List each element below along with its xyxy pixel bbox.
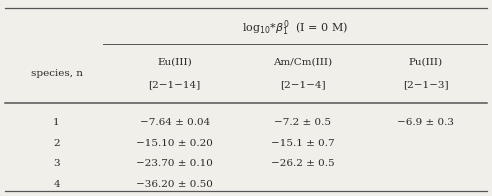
Text: log$_{10}$*$\beta^{0}_{1}$  (I = 0 M): log$_{10}$*$\beta^{0}_{1}$ (I = 0 M) <box>242 19 348 38</box>
Text: −26.2 ± 0.5: −26.2 ± 0.5 <box>271 159 335 168</box>
Text: Pu(III): Pu(III) <box>408 57 443 66</box>
Text: [2−1−3]: [2−1−3] <box>403 81 448 90</box>
Text: Eu(III): Eu(III) <box>157 57 192 66</box>
Text: Am/Cm(III): Am/Cm(III) <box>273 57 332 66</box>
Text: [2−1−14]: [2−1−14] <box>149 81 201 90</box>
Text: 4: 4 <box>53 180 60 189</box>
Text: −7.2 ± 0.5: −7.2 ± 0.5 <box>274 118 331 127</box>
Text: −15.1 ± 0.7: −15.1 ± 0.7 <box>271 139 335 148</box>
Text: −7.64 ± 0.04: −7.64 ± 0.04 <box>140 118 210 127</box>
Text: −6.9 ± 0.3: −6.9 ± 0.3 <box>397 118 454 127</box>
Text: [2−1−4]: [2−1−4] <box>280 81 325 90</box>
Text: 1: 1 <box>53 118 60 127</box>
Text: 2: 2 <box>53 139 60 148</box>
Text: −23.70 ± 0.10: −23.70 ± 0.10 <box>136 159 213 168</box>
Text: species, n: species, n <box>31 69 83 78</box>
Text: −36.20 ± 0.50: −36.20 ± 0.50 <box>136 180 213 189</box>
Text: −15.10 ± 0.20: −15.10 ± 0.20 <box>136 139 213 148</box>
Text: 3: 3 <box>53 159 60 168</box>
